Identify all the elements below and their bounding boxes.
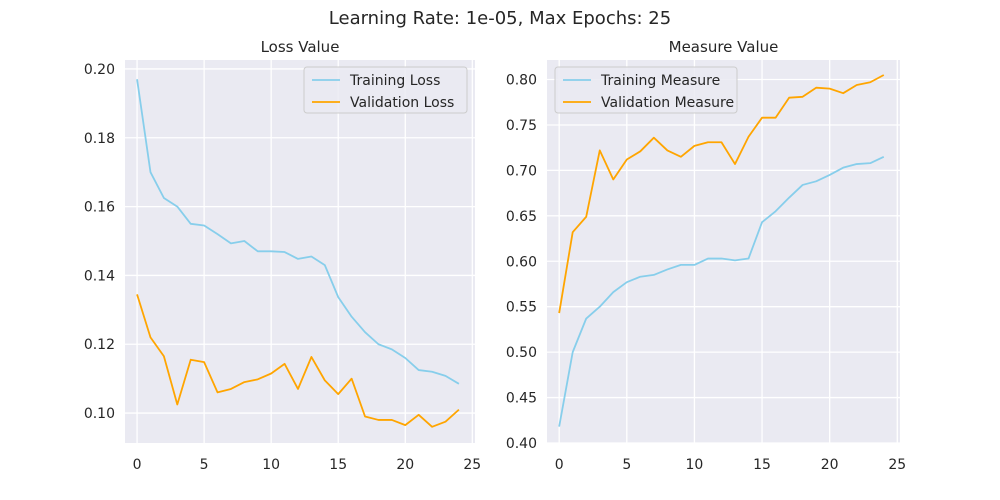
measure-y-tick-label: 0.40: [506, 436, 537, 452]
loss-x-tick-label: 0: [133, 457, 142, 473]
loss-chart: Loss Value 0 5 10 15 20 25 0.10 0.12 0.14 0.16 0.18…: [84, 38, 481, 473]
loss-chart-title: Loss Value: [261, 38, 340, 56]
loss-y-tick-label: 0.18: [84, 131, 115, 147]
measure-series-validation-line: [558, 74, 885, 314]
figure-title: Learning Rate: 1e-05, Max Epochs: 25: [329, 8, 671, 29]
loss-series-training-line: [136, 79, 460, 385]
measure-plot-area: [547, 60, 900, 443]
measure-x-tick-label: 10: [686, 457, 704, 473]
loss-legend-label: Training Loss: [349, 73, 440, 89]
measure-y-tick-label: 0.60: [506, 254, 537, 270]
measure-x-tick-label: 0: [555, 457, 564, 473]
measure-y-tick-label: 0.65: [506, 209, 537, 225]
measure-series-training-line: [558, 155, 885, 427]
measure-y-tick-label: 0.55: [506, 300, 537, 316]
loss-y-tick-label: 0.10: [84, 406, 115, 422]
measure-legend: Training Measure Validation Measure: [554, 66, 738, 114]
measure-x-tick-label: 15: [753, 457, 771, 473]
measure-legend-frame: [554, 66, 738, 114]
loss-y-tick-label: 0.20: [84, 62, 115, 78]
measure-chart-title: Measure Value: [669, 38, 779, 56]
measure-y-tick-label: 0.45: [506, 391, 537, 407]
loss-plot-area: [125, 60, 475, 443]
measure-y-tick-label: 0.50: [506, 345, 537, 361]
loss-series-validation-line: [136, 294, 460, 428]
measure-x-tick-label: 25: [888, 457, 906, 473]
measure-legend-label: Validation Measure: [601, 95, 734, 111]
loss-x-tick-label: 15: [329, 457, 347, 473]
loss-y-tick-label: 0.12: [84, 337, 115, 353]
loss-x-tick-label: 10: [262, 457, 280, 473]
loss-x-tick-label: 25: [463, 457, 481, 473]
loss-x-tick-label: 20: [396, 457, 414, 473]
measure-y-tick-label: 0.80: [506, 73, 537, 89]
loss-legend-frame: [303, 66, 468, 114]
measure-x-tick-label: 20: [821, 457, 839, 473]
measure-y-tick-label: 0.75: [506, 118, 537, 134]
measure-y-tick-label: 0.70: [506, 163, 537, 179]
loss-legend-label: Validation Loss: [350, 95, 454, 111]
loss-y-tick-label: 0.16: [84, 200, 115, 216]
loss-legend: Training Loss Validation Loss: [303, 66, 468, 114]
measure-chart: Measure Value 0 5 10 15 20 25 0.40 0.45 0.50 0.55 0…: [506, 38, 906, 473]
measure-legend-label: Training Measure: [600, 73, 720, 89]
measure-x-tick-label: 5: [622, 457, 631, 473]
loss-x-tick-label: 5: [200, 457, 209, 473]
loss-y-tick-label: 0.14: [84, 268, 115, 284]
